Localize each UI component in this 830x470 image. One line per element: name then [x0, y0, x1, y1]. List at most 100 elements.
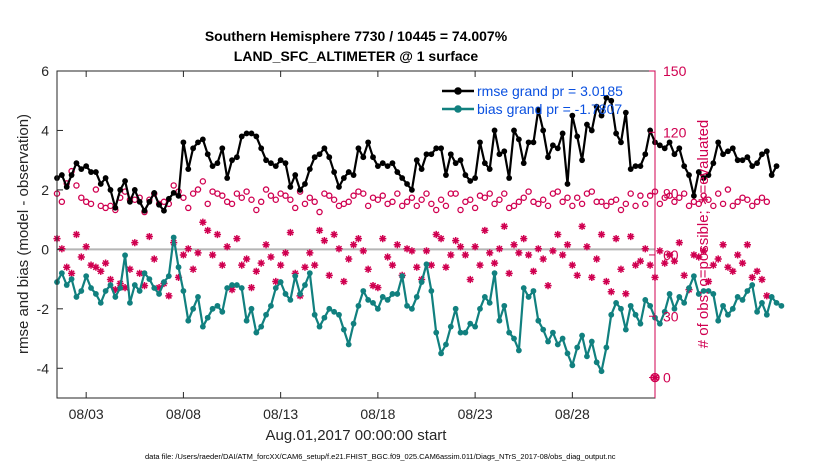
evaluated-point — [656, 247, 664, 255]
bias-point — [63, 282, 70, 288]
possible-point — [267, 192, 275, 199]
rmse-point — [331, 169, 338, 175]
evaluated-point — [612, 234, 620, 243]
possible-point — [423, 190, 430, 197]
evaluated-point — [262, 241, 270, 249]
bias-point — [413, 294, 420, 300]
rmse-point — [564, 181, 571, 187]
evaluated-point — [374, 284, 382, 292]
evaluated-point — [524, 251, 533, 259]
possible-point — [539, 196, 547, 204]
bias-point — [423, 261, 430, 268]
rmse-point — [754, 160, 760, 167]
rmse-point — [452, 160, 459, 167]
y-tick-label-left: 0 — [41, 241, 49, 257]
bias-point — [486, 299, 493, 306]
rmse-point — [554, 145, 561, 152]
rmse-point — [447, 151, 454, 158]
x-tick-label: 08/08 — [166, 406, 201, 422]
possible-point — [379, 192, 386, 199]
bias-point — [598, 368, 605, 375]
rmse-point — [131, 187, 138, 193]
x-axis-label: Aug.01,2017 00:00:00 start — [266, 427, 448, 444]
rmse-point — [559, 130, 566, 137]
bias-point — [768, 294, 775, 300]
evaluated-point — [539, 255, 547, 263]
possible-point — [170, 182, 177, 189]
evaluated-point — [228, 286, 236, 294]
evaluated-point — [559, 251, 567, 259]
evaluated-point — [583, 243, 591, 251]
possible-point — [394, 190, 401, 197]
y-axis-label-left: rmse and bias (model - observation) — [15, 114, 32, 354]
series-bias — [54, 234, 785, 375]
evaluated-point — [617, 265, 625, 273]
rmse-point — [219, 145, 226, 152]
rmse-point — [127, 198, 133, 205]
possible-point — [637, 192, 644, 199]
rmse-point — [73, 160, 80, 167]
evaluated-point — [369, 281, 377, 290]
rmse-point — [258, 145, 265, 152]
evaluated-point — [272, 277, 280, 286]
evaluated-point — [641, 245, 649, 253]
rmse-point — [379, 160, 386, 167]
bias-point — [404, 302, 410, 309]
possible-point — [262, 186, 270, 193]
possible-point — [496, 196, 503, 204]
evaluated-point — [442, 263, 450, 271]
rmse-point — [292, 172, 299, 178]
rmse-point — [622, 109, 629, 116]
bias-point — [632, 311, 639, 318]
legend-marker-rmse — [454, 87, 462, 95]
chart-title-line2: LAND_SFC_ALTIMETER @ 1 surface — [234, 48, 479, 64]
rmse-point — [117, 187, 124, 193]
rmse-point — [443, 172, 449, 178]
evaluated-point — [675, 239, 683, 247]
bias-point — [399, 273, 406, 280]
evaluated-point — [140, 281, 149, 290]
evaluated-point — [208, 251, 217, 259]
rmse-point — [729, 145, 736, 152]
bias-point — [321, 314, 328, 321]
evaluated-point — [63, 263, 71, 271]
possible-point — [758, 194, 766, 201]
evaluated-point — [277, 261, 285, 269]
evaluated-point — [67, 269, 76, 277]
rmse-point — [297, 187, 303, 193]
bias-point — [433, 329, 440, 336]
rmse-point — [233, 154, 240, 161]
bias-point — [180, 288, 187, 294]
evaluated-point — [77, 253, 85, 261]
rmse-point — [272, 163, 279, 170]
rmse-point — [350, 172, 357, 178]
bias-point — [564, 350, 571, 357]
rmse-point — [603, 94, 610, 101]
evaluated-point — [534, 245, 542, 253]
rmse-point — [661, 145, 668, 152]
bias-point — [661, 308, 668, 315]
possible-point — [481, 194, 489, 201]
bias-point — [550, 329, 556, 336]
bias-point — [263, 311, 269, 318]
evaluated-point — [510, 241, 518, 249]
x-tick-label: 08/13 — [263, 406, 298, 422]
possible-point — [204, 200, 211, 208]
x-tick-label: 08/23 — [458, 406, 493, 422]
possible-point — [180, 194, 187, 201]
rmse-point — [204, 151, 211, 158]
possible-point — [306, 194, 314, 201]
bias-point — [214, 302, 221, 309]
possible-point — [501, 190, 508, 197]
possible-point — [544, 202, 552, 210]
rmse-point — [632, 163, 639, 170]
possible-point — [719, 200, 727, 208]
evaluated-point — [199, 218, 207, 226]
bias-point — [97, 299, 104, 306]
bias-point — [151, 285, 158, 291]
evaluated-point — [364, 265, 372, 273]
bias-point — [122, 252, 128, 259]
rmse-point — [263, 157, 269, 164]
rmse-point — [58, 172, 65, 178]
bias-point — [569, 362, 576, 369]
